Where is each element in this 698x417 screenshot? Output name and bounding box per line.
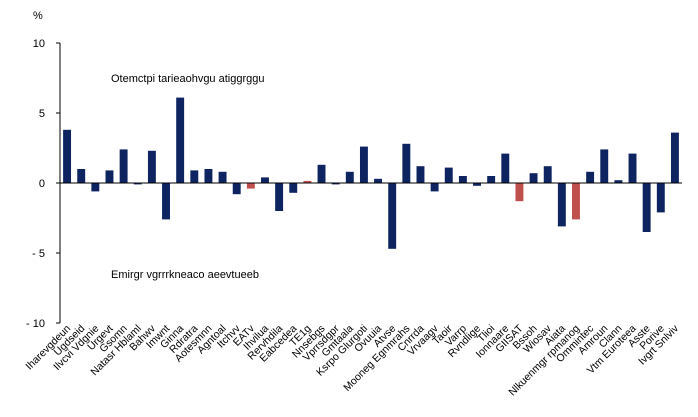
y-axis: 10 5 0 - 5 - 10% — [26, 10, 61, 330]
bar-37 — [586, 171, 595, 183]
bar-22 — [374, 178, 383, 183]
bar-19 — [331, 183, 340, 185]
chart-annotation: Otemctpi tarieaohvgu atiggrggu — [111, 73, 264, 85]
bar-12 — [232, 183, 241, 195]
bar-33 — [529, 173, 538, 183]
bar-38 — [600, 149, 609, 183]
bar-0 — [63, 129, 72, 183]
bar-32 — [515, 183, 524, 202]
y-tick-label: 0 — [39, 178, 45, 190]
bar-15 — [275, 183, 284, 211]
bar-5 — [133, 183, 142, 185]
bar-41 — [642, 183, 651, 232]
bar-26 — [430, 183, 439, 192]
bar-23 — [388, 183, 397, 249]
y-unit-label: % — [33, 10, 43, 22]
y-tick-label: 5 — [39, 108, 45, 120]
y-tick-label: 10 — [33, 38, 45, 50]
bar-28 — [458, 176, 467, 183]
bar-8 — [176, 97, 185, 183]
bar-24 — [402, 143, 411, 183]
bar-2 — [91, 183, 100, 192]
bar-20 — [345, 171, 354, 183]
bar-35 — [557, 183, 566, 227]
bar-7 — [162, 183, 170, 220]
bar-11 — [218, 171, 227, 183]
bar-series — [60, 97, 682, 249]
bar-25 — [416, 166, 425, 183]
bar-34 — [543, 166, 552, 183]
bar-4 — [119, 149, 128, 183]
bar-17 — [303, 180, 312, 183]
bar-9 — [190, 170, 199, 183]
bar-3 — [105, 170, 114, 183]
bar-29 — [473, 183, 481, 186]
bar-14 — [261, 177, 269, 183]
bar-43 — [670, 132, 679, 183]
bar-16 — [289, 183, 298, 193]
bar-1 — [77, 169, 86, 183]
bar-27 — [444, 167, 453, 183]
bar-39 — [614, 180, 623, 183]
bar-40 — [628, 153, 637, 183]
bar-13 — [246, 183, 255, 189]
chart-annotations: Otemctpi tarieaohvgu atiggrggu Emirgr vgr… — [111, 73, 264, 281]
y-tick-label: - 5 — [32, 248, 45, 260]
bar-10 — [204, 169, 213, 183]
bar-6 — [147, 150, 156, 183]
y-tick-label: - 10 — [26, 318, 45, 330]
bar-42 — [656, 183, 665, 213]
bar-30 — [487, 176, 496, 183]
bar-21 — [359, 146, 368, 183]
bar-18 — [317, 164, 326, 183]
bar-36 — [572, 183, 580, 220]
bar-31 — [501, 153, 510, 183]
chart-annotation: Emirgr vgrrrkneaco aeevtueeb — [111, 269, 259, 281]
